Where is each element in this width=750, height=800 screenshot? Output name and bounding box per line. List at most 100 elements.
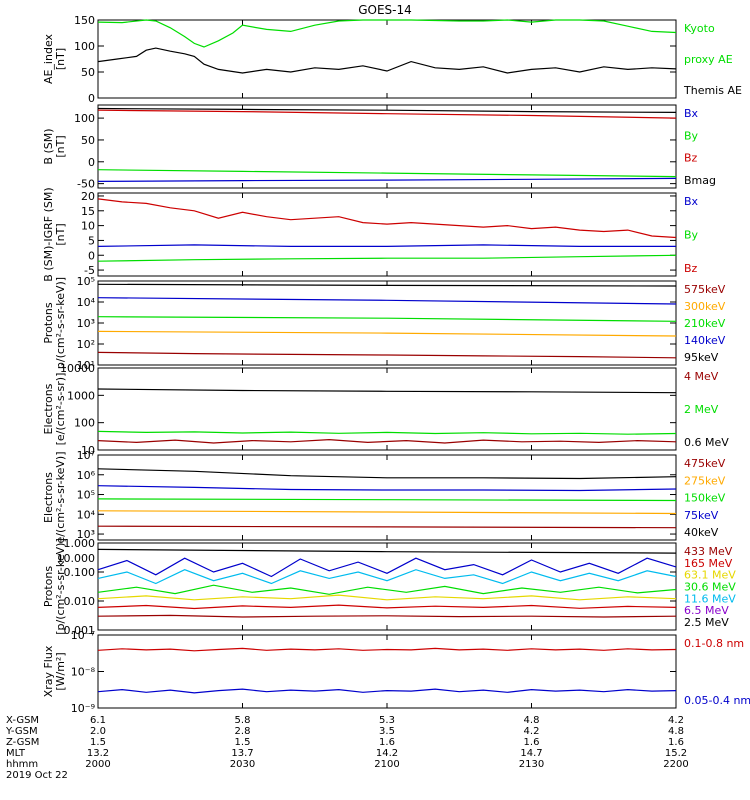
series-line xyxy=(97,647,677,652)
series-line xyxy=(97,316,677,322)
ephemeris-value: 2000 xyxy=(85,759,110,770)
series-line xyxy=(97,109,677,119)
y-tick-label: 1.000 xyxy=(64,537,96,550)
ephemeris-value: 2.0 xyxy=(90,726,106,737)
legend-entry: 140keV xyxy=(684,334,726,347)
series-line xyxy=(97,548,677,554)
series-line xyxy=(97,107,677,113)
ephemeris-value: 13.7 xyxy=(231,748,253,759)
y-tick-label: 10.000 xyxy=(57,552,96,565)
series-line xyxy=(97,430,677,435)
series-line xyxy=(97,254,677,262)
legend-entry: 30.6 MeV xyxy=(684,581,736,594)
y-tick-label: 0.001 xyxy=(64,624,96,637)
series-line xyxy=(97,604,677,610)
series-line xyxy=(97,297,677,305)
series-line xyxy=(97,614,677,618)
y-axis-label: e/(cm²-s-sr-keV)] xyxy=(54,452,67,544)
y-tick-label: 15 xyxy=(81,205,95,218)
y-tick-label: 10⁻⁹ xyxy=(71,702,95,715)
y-axis-label: Xray Flux xyxy=(42,645,55,697)
y-tick-label: 10⁴ xyxy=(77,296,96,309)
y-tick-label: 10⁵ xyxy=(77,275,95,288)
ephemeris-value: 13.2 xyxy=(87,748,109,759)
legend-entry: 4 MeV xyxy=(684,370,719,383)
y-tick-label: 10² xyxy=(77,338,95,351)
ephemeris-value: 6.1 xyxy=(90,715,106,726)
legend-entry: Themis AE xyxy=(683,84,742,97)
legend-entry: Bx xyxy=(684,195,699,208)
y-tick-label: 10³ xyxy=(77,317,95,330)
y-axis-label: Electrons xyxy=(42,472,55,523)
y-tick-label: 10¹ xyxy=(77,359,95,372)
ephemeris-value: 15.2 xyxy=(665,748,687,759)
ephemeris-value: 4.8 xyxy=(524,715,540,726)
ephemeris-value: 1.6 xyxy=(524,737,540,748)
ephemeris-row-label: Y-GSM xyxy=(5,726,38,737)
y-tick-label: 10 xyxy=(81,444,95,457)
legend-entry: 0.05-0.4 nm xyxy=(684,694,750,707)
legend-entry: 165 MeV xyxy=(684,557,733,570)
ephemeris-row-label: X-GSM xyxy=(6,715,39,726)
series-line xyxy=(97,351,677,359)
ephemeris-value: 1.6 xyxy=(668,737,684,748)
series-line xyxy=(97,485,677,492)
y-tick-label: 0 xyxy=(88,156,95,169)
y-tick-label: 0 xyxy=(88,92,95,105)
y-tick-label: 150 xyxy=(74,14,95,27)
y-tick-label: 0 xyxy=(88,249,95,262)
ephemeris-value: 14.7 xyxy=(520,748,542,759)
y-tick-label: 50 xyxy=(81,66,95,79)
y-axis-label: [W/m²] xyxy=(54,652,67,690)
ephemeris-row-label: MLT xyxy=(6,748,26,759)
y-axis-label: [p/(cm²-s-sr-keV)] xyxy=(54,538,67,635)
y-tick-label: 10000 xyxy=(60,362,95,375)
y-tick-label: 100 xyxy=(74,417,95,430)
y-axis-label: B (SM) xyxy=(42,128,55,164)
ephemeris-value: 2100 xyxy=(374,759,399,770)
legend-entry: 2.5 MeV xyxy=(684,616,729,629)
panel-xray: 10⁻⁹ 10⁻⁸ 10⁻⁷ Xray Flux [W/m²] 0.1-0.8 nm 0.0… xyxy=(42,629,750,715)
legend-entry: 75keV xyxy=(684,509,719,522)
legend-entry: 475keV xyxy=(684,457,726,470)
legend-entry: 575keV xyxy=(684,283,726,296)
series-line xyxy=(97,557,677,578)
series-line xyxy=(97,510,677,515)
series-line xyxy=(97,498,677,502)
y-tick-label: 50 xyxy=(81,134,95,147)
legend-entry: 275keV xyxy=(684,474,726,487)
y-tick-label: 10⁴ xyxy=(77,508,96,521)
legend-entry: Kyoto xyxy=(684,22,715,35)
panel-protons_kev: 10¹ 10² 10³ 10⁴ 10⁵ Protons p/(cm²-s-sr-keV)] 5… xyxy=(42,275,726,372)
plot-title: GOES-14 xyxy=(358,3,412,17)
y-tick-label: 10³ xyxy=(77,528,95,541)
ephemeris-value: 1.5 xyxy=(235,737,251,748)
series-line xyxy=(97,330,677,337)
legend-entry: 63.1 MeV xyxy=(684,569,736,582)
series-line xyxy=(97,688,677,694)
ephemeris-value: 5.8 xyxy=(235,715,251,726)
series-line xyxy=(97,198,677,239)
ephemeris-value: 1.5 xyxy=(90,737,106,748)
y-axis-label: Protons xyxy=(42,302,55,343)
y-tick-label: 10⁻⁷ xyxy=(71,629,95,642)
legend-entry: 0.1-0.8 nm xyxy=(684,637,744,650)
panel-ae: 0 50 100 150 AE_index [nT] Kyoto proxy AE Themis… xyxy=(42,14,742,105)
y-tick-label: 10⁻⁸ xyxy=(71,666,96,679)
ephemeris-row-label: hhmm xyxy=(6,759,38,770)
y-axis-label: [nT] xyxy=(54,223,67,245)
panel-frame xyxy=(97,192,677,277)
y-tick-label: 10 xyxy=(81,220,95,233)
series-line xyxy=(97,169,677,178)
series-line xyxy=(97,525,677,529)
legend-entry: 6.5 MeV xyxy=(684,604,729,617)
legend-entry: 0.6 MeV xyxy=(684,436,729,449)
legend-entry: 2 MeV xyxy=(684,403,719,416)
ephemeris-value: 2030 xyxy=(230,759,255,770)
ephemeris-row-label: Z-GSM xyxy=(6,737,39,748)
y-tick-label: 10⁷ xyxy=(77,449,95,462)
legend-entry: Bz xyxy=(684,152,698,165)
